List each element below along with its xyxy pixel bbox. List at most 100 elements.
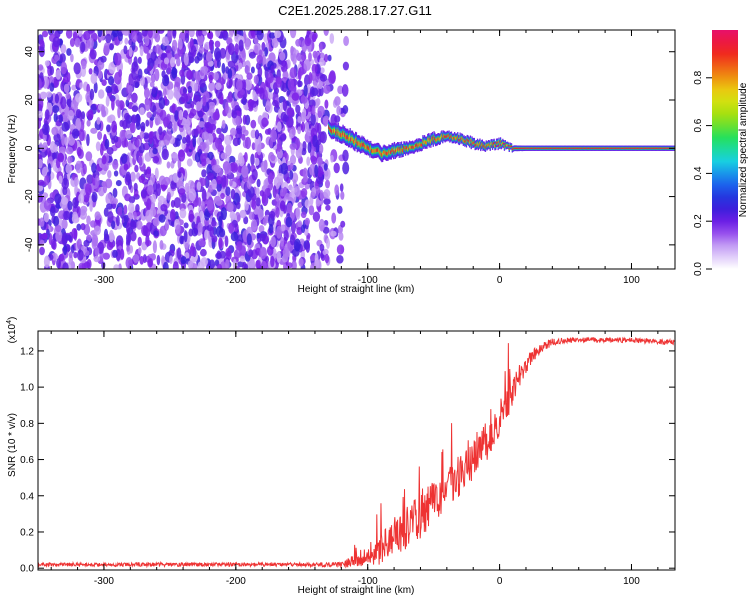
signal-cell xyxy=(377,148,379,152)
noise-cell xyxy=(121,30,129,36)
noise-cell xyxy=(244,200,249,211)
noise-cell xyxy=(272,185,277,199)
noise-cell xyxy=(87,30,95,34)
signal-cell xyxy=(443,135,445,138)
signal-cell xyxy=(339,132,341,137)
noise-cell xyxy=(232,137,240,147)
signal-cell xyxy=(368,146,370,151)
noise-cell xyxy=(120,153,128,165)
signal-cell xyxy=(582,147,585,149)
noise-cell xyxy=(174,76,181,87)
noise-cell xyxy=(106,124,111,133)
signal-cell xyxy=(356,141,358,146)
noise-cell xyxy=(155,44,161,54)
noise-cell xyxy=(178,188,186,196)
noise-cell xyxy=(191,128,198,139)
noise-cell xyxy=(91,191,98,203)
noise-cell xyxy=(63,173,68,186)
signal-cell xyxy=(378,148,380,153)
noise-cell xyxy=(71,128,80,139)
signal-cell xyxy=(472,141,474,145)
signal-cell xyxy=(468,140,470,143)
signal-cell xyxy=(649,147,651,149)
noise-cell xyxy=(297,116,302,123)
noise-cell xyxy=(154,167,159,180)
noise-cell xyxy=(123,45,128,55)
signal-cell xyxy=(416,144,419,148)
noise-cell xyxy=(74,177,79,187)
noise-cell xyxy=(208,259,216,269)
noise-cell xyxy=(90,220,96,228)
signal-cell xyxy=(466,138,468,141)
signal-cell xyxy=(663,147,665,149)
colorbar-ticks: 0.0 0.2 0.4 0.6 0.8 xyxy=(693,70,712,276)
noise-cell xyxy=(246,178,252,190)
signal-cell xyxy=(388,149,390,154)
noise-cell xyxy=(280,162,288,175)
noise-cell xyxy=(152,105,157,117)
signal-cell xyxy=(656,147,658,149)
noise-cell xyxy=(176,134,183,141)
signal-cell xyxy=(477,144,479,147)
noise-cell xyxy=(107,211,114,223)
noise-cell xyxy=(319,143,324,154)
signal-cell xyxy=(454,135,456,138)
signal-cell xyxy=(595,147,597,149)
noise-cell xyxy=(285,216,293,228)
noise-cell xyxy=(197,261,205,269)
noise-cell xyxy=(105,33,112,44)
signal-cell xyxy=(424,141,426,145)
noise-cell xyxy=(138,175,145,183)
noise-cell xyxy=(87,109,94,121)
signal-cell xyxy=(562,147,564,149)
noise-cell xyxy=(250,129,257,139)
signal-cell xyxy=(650,147,652,149)
signal-cell xyxy=(533,147,536,149)
signal-cell xyxy=(644,147,646,149)
noise-cell xyxy=(44,175,50,186)
signal-cell xyxy=(427,138,429,142)
noise-cell xyxy=(49,192,56,200)
noise-cell xyxy=(227,60,236,68)
signal-cell xyxy=(470,143,472,146)
noise-cell xyxy=(42,123,50,136)
signal-cell xyxy=(451,137,453,140)
noise-cell xyxy=(286,59,291,69)
signal-cell xyxy=(667,147,669,149)
noise-cell xyxy=(140,189,147,199)
signal-cell xyxy=(665,147,667,149)
noise-cell xyxy=(61,113,70,123)
signal-cell xyxy=(640,147,642,149)
signal-cell xyxy=(636,147,639,149)
noise-cell xyxy=(297,79,302,88)
noise-cell xyxy=(227,68,233,79)
noise-cell xyxy=(146,111,153,119)
signal-cell xyxy=(579,147,582,149)
noise-cell xyxy=(310,113,316,126)
noise-cell xyxy=(251,168,258,181)
noise-cell xyxy=(113,264,120,269)
signal-cell xyxy=(509,145,511,147)
signal-cell xyxy=(575,147,577,149)
noise-cell xyxy=(143,169,148,176)
signal-cell xyxy=(606,147,608,149)
noise-cell xyxy=(76,223,82,231)
noise-cell xyxy=(323,30,329,36)
signal-cell xyxy=(491,144,494,147)
signal-cell xyxy=(483,144,485,147)
signal-cell xyxy=(359,141,361,146)
signal-cell xyxy=(601,147,603,149)
noise-cell xyxy=(39,239,45,246)
signal-cell xyxy=(441,134,443,137)
noise-cell xyxy=(188,30,195,38)
noise-cell xyxy=(211,219,217,227)
signal-cell xyxy=(459,136,461,139)
signal-cell xyxy=(359,143,362,148)
noise-cell xyxy=(76,238,82,250)
noise-cell xyxy=(186,158,193,167)
signal-cell xyxy=(653,147,655,149)
noise-cell xyxy=(76,146,82,157)
noise-cell xyxy=(294,185,301,197)
signal-cell xyxy=(412,146,415,150)
